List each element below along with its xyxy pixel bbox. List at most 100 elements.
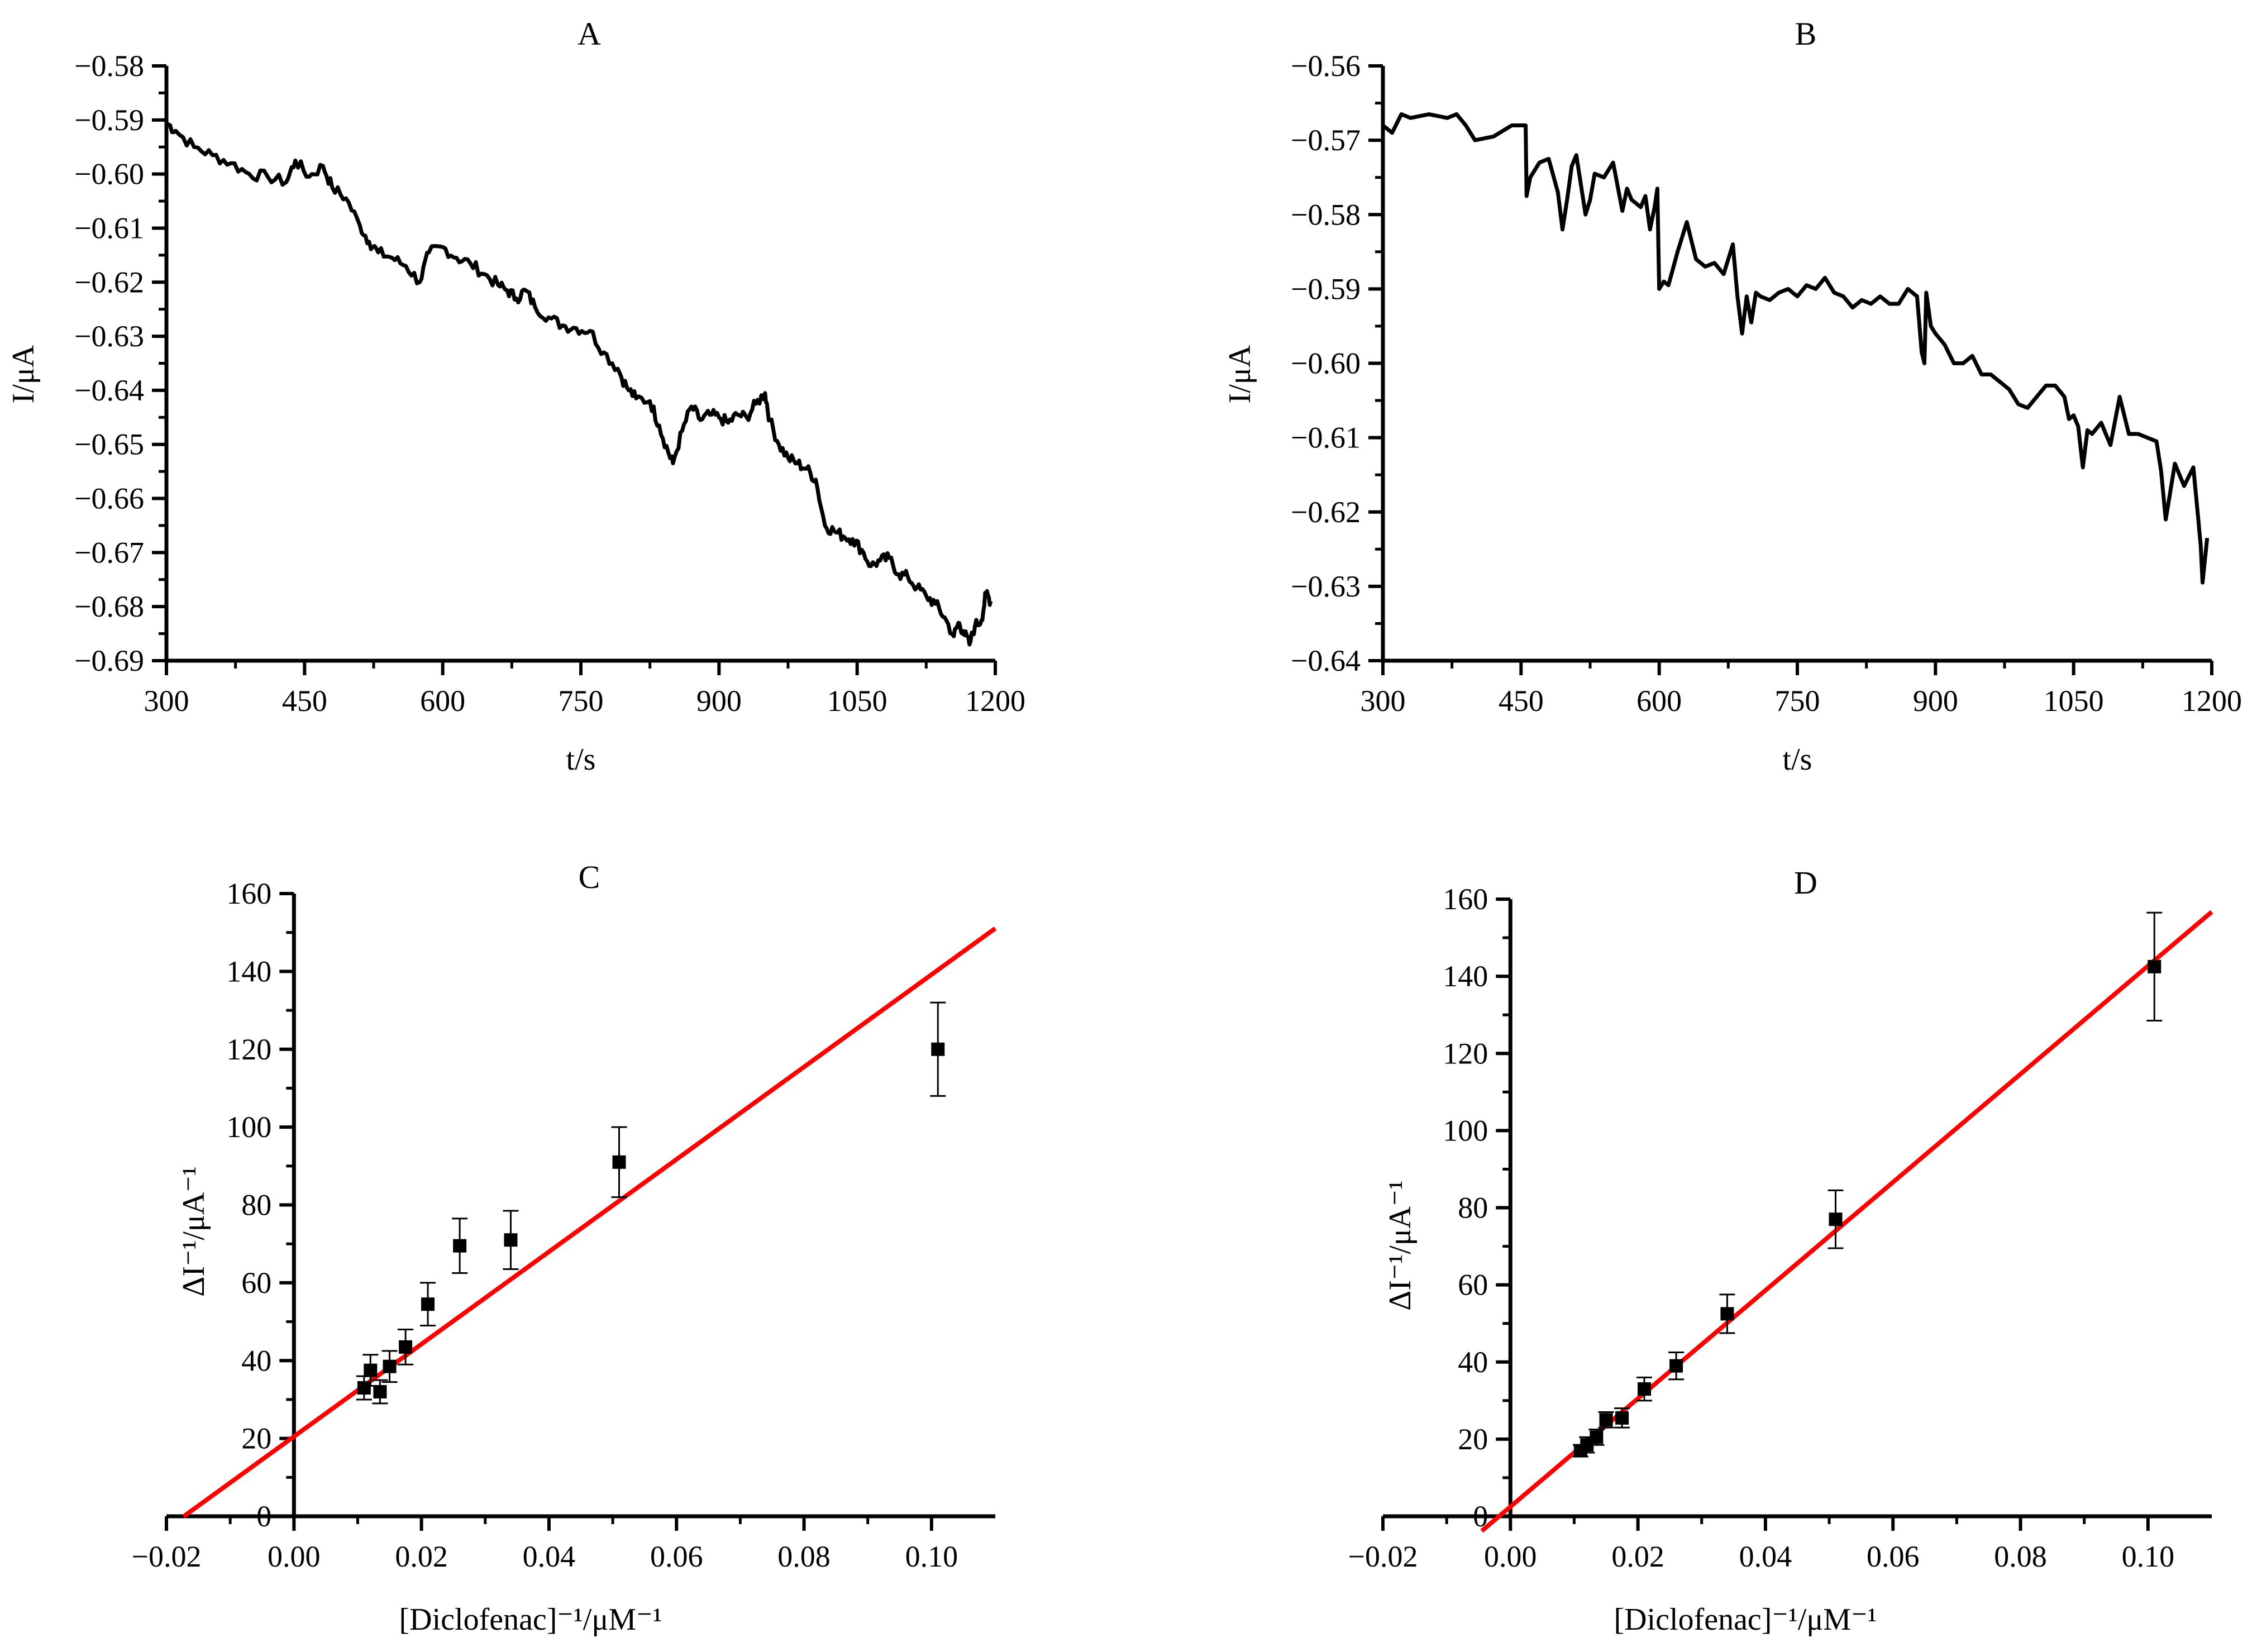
panel-d-plot: −0.02 0.00 0.02 0.04 0.06 0.08 0.1002040608010… (1348, 882, 2213, 1573)
panel-c-x-tick-label: 0.04 (523, 1540, 576, 1573)
panel-b-plot: 300 450 600 750 900 1050 1200 −0.56 −0.57 −0.58 −0… (1291, 49, 2242, 718)
panel-d-data-point (1638, 1382, 1652, 1396)
panel-a-y-tick-label: −0.59 (74, 103, 144, 137)
panel-c-y-tick-label: 80 (241, 1188, 271, 1222)
panel-b-x-tick-label: 300 (1361, 684, 1406, 718)
panel-a-y-tick-label: −0.68 (74, 590, 144, 623)
panel-b-y-label: I/μA (1223, 345, 1257, 403)
panel-c-y-tick-label: 0 (256, 1500, 271, 1533)
panel-a-y-tick-label: −0.69 (74, 644, 144, 677)
panel-b-y-tick-label: −0.61 (1291, 421, 1361, 455)
panel-c-x-label: [Diclofenac]⁻¹/μM⁻¹ (399, 1602, 662, 1637)
panel-d-data-point (2148, 959, 2161, 973)
panel-b-series-line (1381, 112, 2210, 585)
panel-c-x-tick-label: 0.00 (268, 1540, 321, 1573)
panel-c-x-tick-label: 0.02 (395, 1540, 448, 1573)
panel-c-data-point (453, 1239, 467, 1253)
panel-b-y-tick-label: −0.57 (1291, 123, 1361, 157)
panel-d-y-tick-label: 120 (1443, 1037, 1488, 1070)
panel-c-y-tick-label: 60 (241, 1266, 271, 1300)
panel-c-data-point (504, 1233, 518, 1247)
panel-a-y-label: I/μA (6, 345, 41, 403)
panel-a-y-tick-label: −0.58 (74, 49, 144, 83)
panel-c-plot: −0.02 0.00 0.02 0.04 0.06 0.08 0.10 0 20 40 60 80 10… (132, 877, 997, 1573)
panel-c-x-tick-label: 0.10 (905, 1540, 958, 1573)
panel-d-data-point (1829, 1212, 1843, 1226)
panel-d-x-tick-label: 0.08 (1994, 1540, 2047, 1573)
panel-c-data-point (364, 1363, 378, 1377)
panel-a: A 300 450 600 750 900 1050 1200 −0.58 −0.59 −0.60… (6, 16, 1025, 777)
panel-c-y-tick-label: 120 (226, 1033, 271, 1066)
panel-d-x-tick-label: 0.06 (1867, 1540, 1920, 1573)
panel-b-y-tick-label: −0.63 (1291, 570, 1361, 603)
panel-c-y-tick-label: 140 (226, 954, 271, 988)
panel-a-x-label: t/s (566, 742, 596, 777)
panel-d-x-tick-label: 0.02 (1611, 1540, 1664, 1573)
panel-d-y-label: ΔI⁻¹/μA⁻¹ (1383, 1180, 1418, 1310)
panel-a-plot: 300 450 600 750 900 1050 1200 −0.58 −0.59 −0.60 −0… (74, 49, 1025, 718)
panel-a-x-tick-label: 900 (696, 684, 742, 718)
panel-a-y-tick-label: −0.64 (74, 374, 144, 407)
panel-b-x-label: t/s (1783, 742, 1812, 777)
panel-c-y-tick-label: 20 (241, 1422, 271, 1455)
panel-b-y-tick-label: −0.62 (1291, 495, 1361, 529)
panel-c: C −0.02 0.00 0.02 0.04 0.06 0.08 0.10 0 20 40 60 80… (132, 859, 997, 1637)
panel-d-title: D (1794, 865, 1817, 901)
panel-d-y-tick-label: 40 (1458, 1345, 1488, 1379)
panel-a-y-tick-label: −0.61 (74, 211, 144, 245)
panel-b-x-tick-label: 1050 (2044, 684, 2104, 718)
panel-d-x-tick-label: 0.04 (1739, 1540, 1792, 1573)
panel-d-x-tick-label: 0.00 (1484, 1540, 1537, 1573)
panel-d-x-tick-label: 0.10 (2122, 1540, 2175, 1573)
panel-c-data-point (399, 1340, 413, 1354)
panel-c-data-point (612, 1155, 626, 1169)
panel-d-data-point (1720, 1307, 1734, 1321)
panel-a-title: A (578, 16, 601, 52)
panel-c-title: C (579, 859, 600, 895)
panel-b-x-tick-label: 600 (1636, 684, 1682, 718)
panel-a-y-tick-label: −0.67 (74, 536, 144, 569)
panel-a-y-tick-label: −0.65 (74, 428, 144, 461)
panel-a-x-tick-label: 1050 (827, 684, 887, 718)
panel-b-y-tick-label: −0.64 (1291, 644, 1361, 677)
panel-a-y-tick-label: −0.62 (74, 265, 144, 299)
panel-d-y-tick-label: 20 (1458, 1422, 1488, 1456)
panel-a-y-tick-label: −0.66 (74, 482, 144, 515)
panel-d-data-point (1590, 1430, 1604, 1444)
panel-b-x-tick-label: 450 (1499, 684, 1544, 718)
panel-b: B 300 450 600 750 900 1050 1200 −0.56 −0.57 −0.58… (1223, 16, 2242, 777)
panel-a-x-tick-label: 600 (420, 684, 465, 718)
panel-b-y-tick-label: −0.56 (1291, 49, 1361, 83)
panel-c-fit-line (182, 926, 997, 1519)
panel-a-y-tick-label: −0.63 (74, 319, 144, 353)
panel-d-y-tick-label: 60 (1458, 1268, 1488, 1302)
panel-d-data-point (1615, 1411, 1629, 1425)
panel-b-x-tick-label: 750 (1775, 684, 1820, 718)
panel-b-y-tick-label: −0.58 (1291, 198, 1361, 231)
panel-d-data-point (1599, 1413, 1613, 1427)
panel-c-x-tick-label: 0.06 (650, 1540, 703, 1573)
panel-c-data-point (383, 1359, 397, 1373)
panel-b-x-tick-label: 1200 (2182, 684, 2242, 718)
panel-a-x-tick-label: 750 (559, 684, 604, 718)
panel-d-x-label: [Diclofenac]⁻¹/μM⁻¹ (1614, 1602, 1877, 1637)
panel-d-y-tick-label: 100 (1443, 1114, 1488, 1147)
panel-c-data-point (931, 1042, 945, 1056)
panel-c-x-tick-label: −0.02 (132, 1540, 202, 1573)
panel-b-y-tick-label: −0.59 (1291, 272, 1361, 305)
panel-c-data-point (373, 1385, 387, 1398)
panel-c-y-label: ΔI⁻¹/μA⁻¹ (176, 1166, 211, 1296)
panel-c-y-tick-label: 100 (226, 1110, 271, 1144)
panel-c-data-point (421, 1297, 435, 1311)
panel-a-x-tick-label: 450 (282, 684, 327, 718)
panel-c-y-tick-label: 160 (226, 877, 271, 910)
panel-a-series-line (165, 121, 993, 647)
panel-c-data-point (357, 1381, 371, 1395)
panel-d: D −0.02 0.00 0.02 0.04 0.06 0.08 0.10020406080… (1348, 865, 2213, 1637)
panel-d-y-tick-label: 140 (1443, 959, 1488, 993)
panel-d-x-tick-label: −0.02 (1348, 1540, 1418, 1573)
panel-c-x-tick-label: 0.08 (777, 1540, 831, 1573)
panel-d-y-tick-label: 160 (1443, 882, 1488, 916)
panel-a-x-tick-label: 300 (144, 684, 189, 718)
